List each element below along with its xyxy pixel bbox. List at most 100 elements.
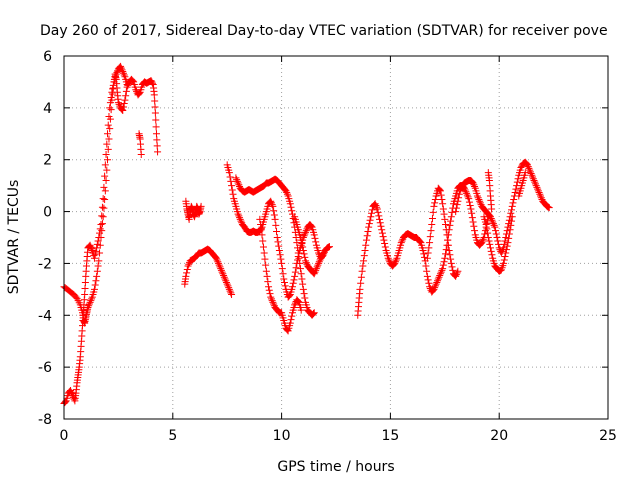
data-point (312, 266, 320, 274)
data-point (258, 231, 266, 239)
data-point (430, 202, 438, 210)
data-point (309, 310, 317, 318)
chart-title: Day 260 of 2017, Sidereal Day-to-day VTE… (40, 23, 608, 39)
data-point (153, 142, 161, 150)
data-point (279, 270, 287, 278)
data-point (91, 281, 99, 289)
data-point (531, 178, 539, 186)
x-axis-label: GPS time / hours (277, 459, 394, 475)
data-point (100, 204, 108, 212)
data-point (123, 81, 131, 89)
data-point (137, 151, 145, 159)
data-point (463, 191, 471, 199)
data-point (106, 125, 114, 133)
data-point (486, 213, 494, 221)
data-point (503, 242, 511, 250)
data-point (447, 217, 455, 225)
data-point (452, 271, 460, 279)
data-point (426, 239, 434, 247)
data-point (86, 241, 94, 249)
data-point (505, 234, 513, 242)
data-point (526, 168, 534, 176)
data-point (312, 238, 320, 246)
data-point (384, 254, 392, 262)
data-point (93, 244, 101, 252)
data-point (288, 207, 296, 215)
data-point (152, 116, 160, 124)
data-point (491, 223, 499, 231)
data-point (228, 186, 236, 194)
data-point (124, 81, 132, 89)
data-point (448, 263, 456, 271)
data-point (474, 194, 482, 202)
data-point (432, 280, 440, 288)
data-point (492, 230, 500, 238)
data-point (439, 205, 447, 213)
data-point (222, 278, 230, 286)
data-point (290, 276, 298, 284)
data-point (379, 233, 387, 241)
data-point (112, 70, 120, 78)
data-point (99, 213, 107, 221)
data-point (96, 249, 104, 257)
data-point (535, 189, 543, 197)
data-point (107, 106, 115, 114)
data-point (294, 249, 302, 257)
data-point (108, 88, 116, 96)
data-point (197, 202, 205, 210)
data-point (281, 282, 289, 290)
data-point (302, 228, 310, 236)
data-point (488, 251, 496, 259)
data-point (486, 244, 494, 252)
data-point (148, 79, 156, 87)
data-point (456, 187, 464, 195)
data-point (280, 275, 288, 283)
data-point (527, 170, 535, 178)
data-point (96, 241, 104, 249)
data-point (376, 219, 384, 227)
data-point (302, 227, 310, 235)
data-point (455, 194, 463, 202)
data-point (536, 190, 544, 198)
data-point (437, 268, 445, 276)
data-point (214, 258, 222, 266)
data-point (368, 209, 376, 217)
data-point (488, 205, 496, 213)
data-point (453, 269, 461, 277)
data-point (95, 257, 103, 265)
data-point (90, 285, 98, 293)
data-point (98, 220, 106, 228)
data-point (151, 103, 159, 111)
data-point (216, 263, 224, 271)
data-point (87, 243, 95, 251)
data-point (361, 246, 369, 254)
data-point (273, 227, 281, 235)
data-point (398, 237, 406, 245)
data-point (102, 176, 110, 184)
data-point (446, 251, 454, 259)
data-point (427, 227, 435, 235)
data-point (264, 278, 272, 286)
data-point (488, 216, 496, 224)
data-point (441, 215, 449, 223)
data-point (424, 249, 432, 257)
data-point (453, 201, 461, 209)
data-point (392, 256, 400, 264)
data-point (444, 236, 452, 244)
data-point (302, 257, 310, 265)
data-point (452, 204, 460, 212)
data-point (218, 268, 226, 276)
data-point (439, 200, 447, 208)
data-point (435, 185, 443, 193)
data-point (84, 304, 92, 312)
data-point (267, 295, 275, 303)
data-point (102, 151, 110, 159)
data-point (85, 300, 93, 308)
x-tick-label: 25 (599, 428, 617, 444)
data-point (325, 243, 333, 251)
data-point (504, 239, 512, 247)
data-point (447, 255, 455, 263)
data-point (228, 182, 236, 190)
data-point (215, 261, 223, 269)
data-point (467, 205, 475, 213)
